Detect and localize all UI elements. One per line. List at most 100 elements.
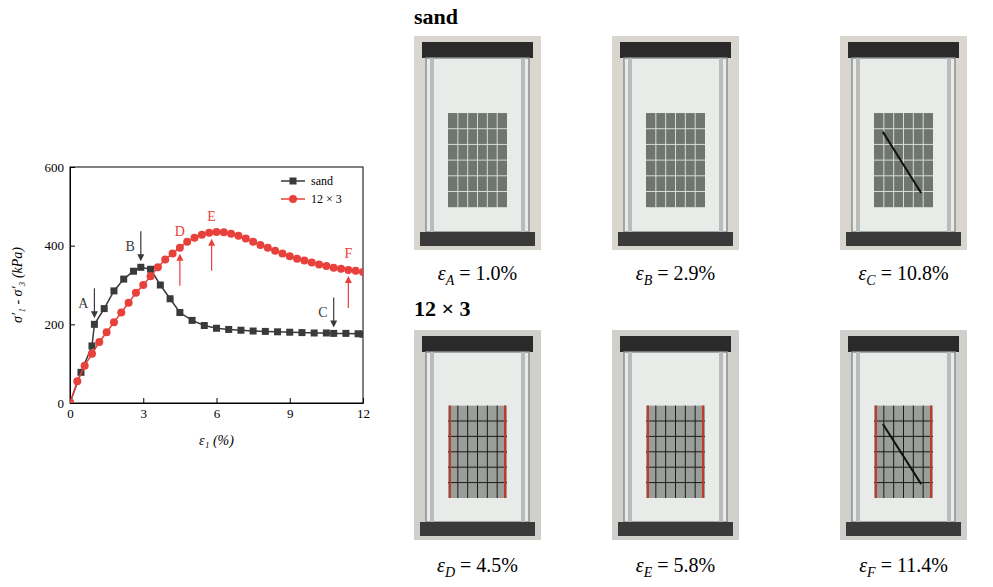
specimen bbox=[874, 113, 933, 207]
reinforcement-edge bbox=[504, 406, 506, 498]
cell-base bbox=[618, 522, 733, 536]
caption-symbol: ε bbox=[636, 554, 644, 576]
figure: 0369120200400600ε₁ (%)σ′₁ - σ′₃ (kPa)ABC… bbox=[0, 0, 993, 587]
y-tick-label: 0 bbox=[58, 396, 65, 411]
cell-cylinder bbox=[624, 352, 727, 522]
series-line bbox=[70, 267, 363, 403]
photo-background bbox=[612, 330, 739, 540]
legend-entry: 12 × 3 bbox=[281, 192, 342, 206]
arrow-head bbox=[330, 320, 337, 327]
specimen-grid bbox=[874, 160, 933, 161]
photo-caption: εC= 10.8% bbox=[858, 262, 948, 288]
specimen-grid bbox=[448, 175, 507, 176]
annotation-label: C bbox=[318, 305, 327, 320]
data-point bbox=[330, 330, 337, 337]
specimen-grid bbox=[913, 113, 914, 207]
data-point bbox=[191, 234, 199, 242]
specimen-grid bbox=[487, 406, 488, 498]
data-point bbox=[237, 327, 244, 334]
caption-value: = 1.0% bbox=[459, 262, 517, 284]
data-point bbox=[330, 264, 338, 272]
cell-base bbox=[420, 232, 535, 246]
specimen-grid bbox=[646, 160, 705, 161]
tie-rod bbox=[521, 352, 525, 522]
annotation-arrow bbox=[330, 297, 337, 327]
arrow-shaft bbox=[140, 231, 141, 255]
specimen-grid bbox=[448, 191, 507, 192]
x-tick-label: 9 bbox=[287, 406, 294, 421]
specimen bbox=[646, 406, 705, 498]
specimen-grid bbox=[448, 482, 507, 483]
data-point bbox=[300, 257, 308, 265]
series-line bbox=[70, 232, 363, 403]
data-point bbox=[256, 241, 264, 249]
arrow-shaft bbox=[333, 297, 334, 321]
tie-rod bbox=[628, 352, 632, 522]
cell-cap bbox=[422, 336, 533, 352]
caption-subscript: F bbox=[866, 565, 876, 580]
annotation-arrow bbox=[91, 288, 98, 318]
specimen-grid bbox=[448, 467, 507, 468]
data-point bbox=[315, 261, 323, 269]
data-point bbox=[322, 262, 330, 270]
caption-subscript: C bbox=[866, 273, 876, 288]
data-point bbox=[132, 289, 140, 297]
tie-rod bbox=[719, 58, 723, 232]
arrow-shaft bbox=[179, 260, 180, 286]
x-tick-label: 6 bbox=[214, 406, 221, 421]
caption-subscript: E bbox=[643, 565, 653, 580]
data-point bbox=[189, 317, 196, 324]
y-tick-mark bbox=[70, 403, 75, 404]
specimen-grid bbox=[685, 113, 686, 207]
data-point bbox=[176, 244, 184, 252]
data-point bbox=[147, 272, 155, 280]
x-axis: 036912 bbox=[67, 398, 370, 421]
tie-rod bbox=[947, 58, 951, 232]
legend-label: 12 × 3 bbox=[311, 192, 342, 206]
caption-value: = 4.5% bbox=[460, 554, 518, 576]
specimen-grid bbox=[448, 451, 507, 452]
specimen-grid bbox=[497, 113, 498, 207]
x-tick: 3 bbox=[141, 398, 148, 421]
annotations: ABCDEF bbox=[78, 209, 352, 328]
caption-value: = 5.8% bbox=[657, 554, 715, 576]
data-point bbox=[352, 267, 360, 275]
data-point bbox=[161, 255, 169, 263]
specimen-grid bbox=[695, 406, 696, 498]
specimen-grid bbox=[923, 406, 924, 498]
reinforcement-edge bbox=[702, 406, 704, 498]
x-tick-label: 0 bbox=[67, 406, 74, 421]
caption-subscript: B bbox=[644, 273, 653, 288]
specimen-grid bbox=[646, 175, 705, 176]
data-point bbox=[183, 238, 191, 246]
caption-symbol: ε bbox=[437, 554, 445, 576]
arrow-shaft bbox=[94, 288, 95, 312]
data-point bbox=[139, 281, 147, 289]
arrow-head bbox=[208, 239, 215, 246]
annotation-arrow bbox=[345, 276, 352, 308]
cell-cylinder bbox=[426, 352, 529, 522]
tie-rod bbox=[947, 352, 951, 522]
photo-group-title: 12 × 3 bbox=[414, 296, 471, 321]
reinforcement-edge bbox=[449, 406, 451, 498]
caption-subscript: A bbox=[445, 273, 455, 288]
y-tick-label: 600 bbox=[45, 160, 65, 175]
caption-symbol: ε bbox=[438, 262, 446, 284]
photo-group-title: sand bbox=[414, 4, 458, 29]
x-tick-label: 3 bbox=[141, 406, 148, 421]
specimen-grid bbox=[646, 482, 705, 483]
data-point bbox=[95, 338, 103, 346]
photo-panels: sandεA= 1.0%εB= 2.9%εC= 10.8%12 × 3εD= 4… bbox=[414, 4, 967, 580]
data-point bbox=[125, 299, 133, 307]
data-point bbox=[205, 229, 213, 237]
x-axis-title: ε₁ (%) bbox=[199, 433, 234, 449]
data-point bbox=[157, 282, 164, 289]
tie-rod bbox=[628, 58, 632, 232]
arrow-head bbox=[345, 276, 352, 283]
annotation-label: D bbox=[175, 224, 185, 239]
specimen-grid bbox=[487, 113, 488, 207]
legend-marker bbox=[290, 178, 297, 185]
arrow-shaft bbox=[211, 245, 212, 271]
photo bbox=[612, 36, 739, 250]
data-point bbox=[154, 263, 162, 271]
